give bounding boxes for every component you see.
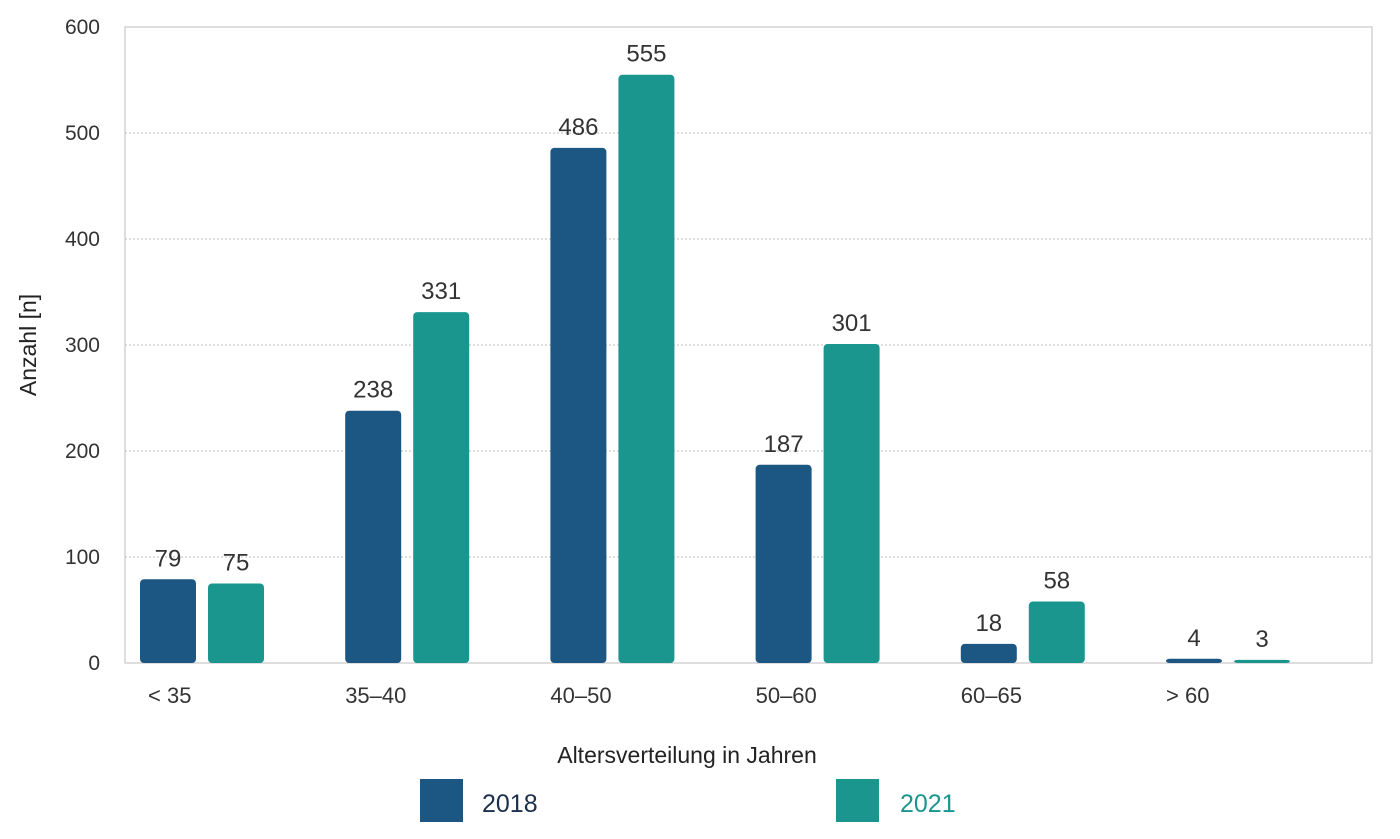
data-label-2021-3: 555 bbox=[626, 41, 666, 68]
bar-2018-1 bbox=[140, 579, 196, 663]
legend-swatch-2021 bbox=[836, 779, 879, 822]
legend-label-2021: 2021 bbox=[900, 790, 956, 818]
legend-swatch-2018 bbox=[420, 779, 463, 822]
y-tick-label: 0 bbox=[88, 652, 100, 675]
bar-2021-2 bbox=[413, 312, 470, 663]
data-label-2018-4: 187 bbox=[764, 431, 804, 458]
plot-area-frame bbox=[124, 26, 1373, 664]
data-label-2018-5: 18 bbox=[975, 610, 1002, 637]
bars bbox=[140, 74, 1290, 664]
y-axis-title: Anzahl [n] bbox=[15, 294, 41, 396]
y-axis-ticks: 0 100 200 300 400 500 600 bbox=[65, 16, 100, 675]
x-category-label: 40–50 bbox=[550, 683, 611, 708]
data-label-2021-2: 331 bbox=[421, 278, 461, 305]
data-label-2021-4: 301 bbox=[832, 310, 872, 337]
y-tick-label: 300 bbox=[65, 334, 100, 357]
data-labels: 79 75 238 331 486 555 187 301 18 58 4 3 bbox=[155, 41, 1269, 653]
bar-2021-4 bbox=[823, 343, 880, 663]
x-category-label: 50–60 bbox=[756, 683, 817, 708]
legend: 2018 2021 bbox=[420, 779, 956, 822]
bar-2018-5 bbox=[960, 643, 1017, 663]
y-tick-label: 500 bbox=[65, 122, 100, 145]
bar-2018-2 bbox=[345, 410, 402, 663]
y-tick-label: 400 bbox=[65, 228, 100, 251]
bar-2021-1 bbox=[208, 583, 264, 663]
legend-label-2018: 2018 bbox=[482, 790, 538, 818]
x-category-label: < 35 bbox=[148, 683, 191, 708]
bar-2021-6 bbox=[1234, 659, 1290, 663]
x-axis-categories: < 35 35–40 40–50 50–60 60–65 > 60 bbox=[148, 683, 1209, 708]
x-category-label: 35–40 bbox=[345, 683, 406, 708]
data-label-2018-3: 486 bbox=[558, 114, 598, 141]
y-tick-label: 200 bbox=[65, 440, 100, 463]
bar-2018-6 bbox=[1166, 658, 1222, 663]
y-tick-label: 600 bbox=[65, 16, 100, 39]
x-category-label: 60–65 bbox=[961, 683, 1022, 708]
x-axis-title: Altersverteilung in Jahren bbox=[557, 742, 817, 768]
data-label-2018-6: 4 bbox=[1187, 625, 1200, 652]
data-label-2018-2: 238 bbox=[353, 377, 393, 404]
bar-2021-3 bbox=[618, 74, 675, 663]
gridlines bbox=[125, 132, 1372, 558]
data-label-2021-6: 3 bbox=[1255, 626, 1268, 653]
data-label-2018-1: 79 bbox=[155, 545, 182, 572]
data-label-2021-5: 58 bbox=[1043, 568, 1070, 595]
data-label-2021-1: 75 bbox=[223, 550, 250, 577]
bar-2021-5 bbox=[1028, 601, 1085, 663]
x-category-label: > 60 bbox=[1166, 683, 1209, 708]
bar-2018-3 bbox=[550, 147, 607, 664]
y-tick-label: 100 bbox=[65, 546, 100, 569]
bar-2018-4 bbox=[755, 464, 812, 663]
